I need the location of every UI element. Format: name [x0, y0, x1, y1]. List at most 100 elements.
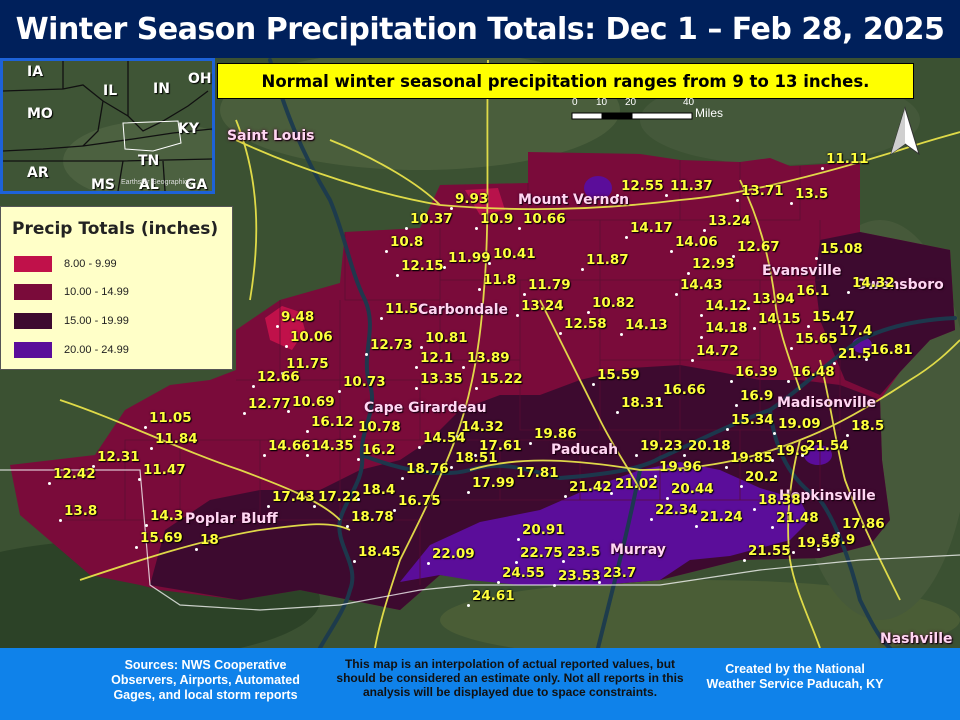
legend-swatch — [14, 342, 52, 358]
precip-value: 18.38 — [758, 492, 801, 508]
station-dot — [475, 227, 478, 230]
station-dot — [405, 227, 408, 230]
inset-state-lines — [3, 61, 212, 191]
scale-seg — [631, 112, 693, 120]
precip-value: 10.9 — [480, 211, 514, 227]
station-dot — [353, 560, 356, 563]
station-dot — [467, 491, 470, 494]
inset-state-label: MS — [91, 177, 116, 193]
station-dot — [620, 333, 623, 336]
precip-value: 10.41 — [493, 246, 536, 262]
city-label: Owensboro — [855, 277, 944, 293]
roads — [59, 59, 960, 648]
precip-value: 18.9 — [822, 532, 856, 548]
station-dot — [48, 482, 51, 485]
station-dot — [753, 327, 756, 330]
precip-value: 19.96 — [659, 459, 702, 475]
precip-value: 11.37 — [670, 178, 713, 194]
station-dot — [92, 465, 95, 468]
region-8-10 — [265, 306, 305, 350]
city-label: Paducah — [551, 442, 619, 458]
station-dot — [700, 336, 703, 339]
precip-value: 14.66 — [268, 438, 311, 454]
precip-value: 12.66 — [257, 369, 300, 385]
station-dot — [475, 387, 478, 390]
legend-swatch — [14, 256, 52, 272]
station-dot — [145, 524, 148, 527]
station-dot — [743, 559, 746, 562]
station-dot — [385, 250, 388, 253]
station-dot — [396, 274, 399, 277]
inset-state-label: IN — [153, 81, 170, 97]
station-dot — [736, 199, 739, 202]
station-dot — [725, 466, 728, 469]
station-dot — [144, 426, 147, 429]
station-dot — [456, 435, 459, 438]
precip-value: 14.32 — [852, 275, 895, 291]
region-20-25 — [400, 462, 810, 585]
precip-value: 19.85 — [730, 450, 773, 466]
footer-disclaimer: This map is an interpolation of actual r… — [336, 657, 684, 699]
precip-value: 19.86 — [534, 426, 577, 442]
station-dot — [821, 167, 824, 170]
precip-value: 12.42 — [53, 466, 96, 482]
station-dot — [450, 207, 453, 210]
footer: Sources: NWS Cooperative Observers, Airp… — [0, 648, 960, 720]
precip-value: 17.43 — [272, 489, 315, 505]
precip-value: 13.5 — [795, 186, 829, 202]
station-dot — [791, 299, 794, 302]
precip-value: 20.2 — [745, 469, 779, 485]
inset-state-label: AL — [139, 177, 159, 193]
station-dot — [285, 345, 288, 348]
precip-value: 14.35 — [311, 438, 354, 454]
precip-value: 11.8 — [483, 272, 517, 288]
station-dot — [807, 325, 810, 328]
station-dot — [695, 525, 698, 528]
precip-value: 11.47 — [143, 462, 186, 478]
precip-value: 10.78 — [358, 419, 401, 435]
station-dot — [730, 380, 733, 383]
city-label: Mount Vernon — [518, 192, 630, 208]
precip-value: 23.7 — [603, 565, 637, 581]
precip-value: 22.09 — [432, 546, 475, 562]
precip-value: 16.39 — [735, 364, 778, 380]
inset-state-label: IL — [103, 83, 118, 99]
precip-value: 18.76 — [406, 461, 449, 477]
precip-value: 15.08 — [820, 241, 863, 257]
precip-value: 19.23 — [640, 438, 683, 454]
precip-value: 13.89 — [467, 350, 510, 366]
station-dot — [801, 454, 804, 457]
legend-label: 20.00 - 24.99 — [64, 344, 129, 356]
precip-value: 14.43 — [680, 277, 723, 293]
precip-value: 15.22 — [480, 371, 523, 387]
precip-value: 24.61 — [472, 588, 515, 604]
inset-state-label: KY — [178, 121, 199, 137]
precip-value: 18.45 — [358, 544, 401, 560]
station-dot — [592, 383, 595, 386]
precip-value: 15.59 — [597, 367, 640, 383]
station-dot — [865, 358, 868, 361]
normal-precip-text: Normal winter seasonal precipitation ran… — [261, 71, 870, 91]
legend-label: 10.00 - 14.99 — [64, 286, 129, 298]
precip-value: 21.48 — [776, 510, 819, 526]
scale-tick: 40 — [683, 97, 695, 108]
precip-value: 21.24 — [700, 509, 743, 525]
city-label: Madisonville — [777, 395, 877, 411]
precip-value: 15.65 — [795, 331, 838, 347]
station-dot — [138, 478, 141, 481]
precip-value: 11.99 — [448, 250, 491, 266]
station-dot — [753, 508, 756, 511]
precip-value: 12.93 — [692, 256, 735, 272]
precip-value: 14.72 — [696, 343, 739, 359]
station-dot — [478, 288, 481, 291]
station-dot — [353, 435, 356, 438]
precip-value: 9.93 — [455, 191, 489, 207]
station-dot — [564, 495, 567, 498]
inset-state-label: MO — [27, 106, 53, 122]
station-dot — [562, 560, 565, 563]
station-dot — [625, 236, 628, 239]
precip-value: 12.31 — [97, 449, 140, 465]
precip-value: 10.37 — [410, 211, 453, 227]
station-dot — [467, 604, 470, 607]
precip-value: 10.8 — [390, 234, 424, 250]
